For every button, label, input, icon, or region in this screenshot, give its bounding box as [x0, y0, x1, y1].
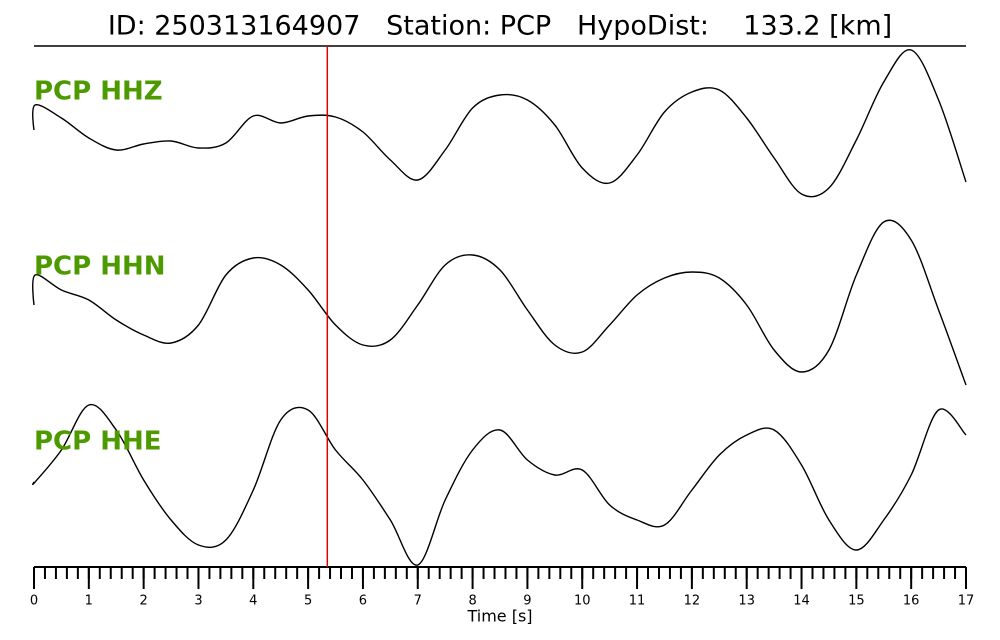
trace-name: PCP HHZ — [34, 77, 163, 107]
x-tick-label: 0 — [30, 594, 38, 609]
x-tick-label: 6 — [359, 594, 367, 609]
x-tick-label: 14 — [793, 594, 810, 609]
trace-line — [32, 49, 967, 198]
x-axis-label: Time [s] — [466, 607, 532, 626]
x-tick-label: 9 — [523, 594, 531, 609]
x-tick-label: 2 — [140, 594, 148, 609]
x-tick-label: 7 — [414, 594, 422, 609]
trace-line — [32, 219, 967, 386]
x-tick-label: 13 — [738, 594, 755, 609]
x-tick-label: 11 — [629, 594, 646, 609]
x-tick-label: 8 — [468, 594, 476, 609]
chart-title: ID: 250313164907 Station: PCP HypoDist: … — [108, 11, 892, 42]
x-tick-label: 4 — [249, 594, 257, 609]
trace-name: PCP HHE — [34, 427, 162, 457]
x-tick-label: 1 — [85, 594, 93, 609]
x-tick-label: 10 — [574, 594, 591, 609]
x-tick-label: 17 — [958, 594, 975, 609]
x-tick-label: 5 — [304, 594, 312, 609]
x-tick-label: 16 — [903, 594, 920, 609]
x-tick-label: 3 — [194, 594, 202, 609]
trace-line — [32, 403, 967, 566]
x-tick-label: 12 — [684, 594, 701, 609]
x-tick-label: 15 — [848, 594, 865, 609]
trace-name: PCP HHN — [34, 252, 166, 282]
